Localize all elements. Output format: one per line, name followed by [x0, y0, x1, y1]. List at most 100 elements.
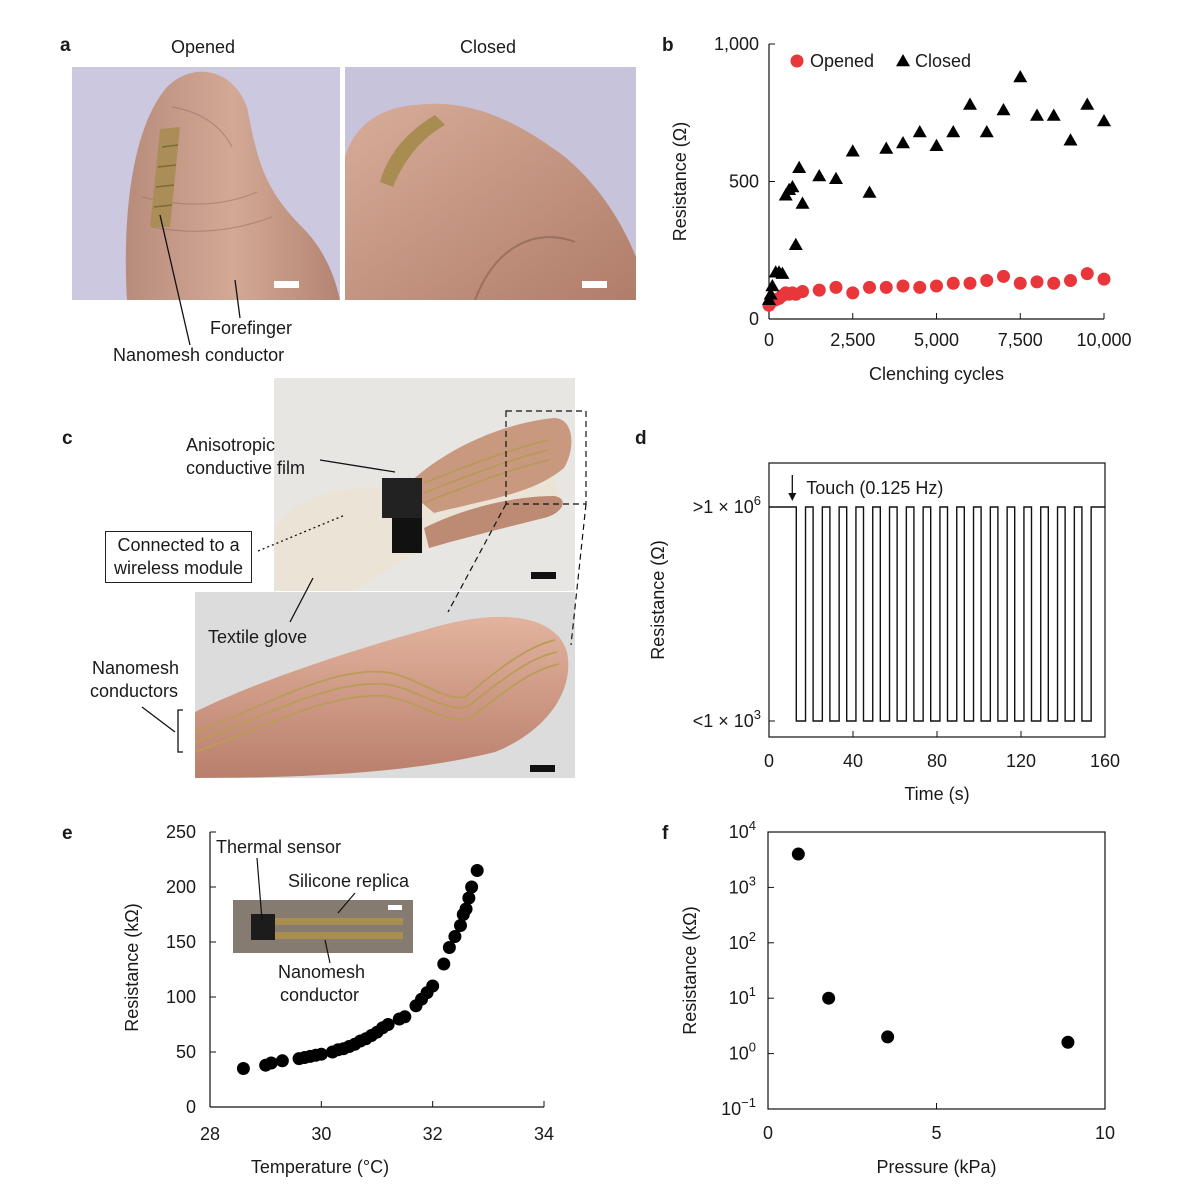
annotation-leader-lines-a	[159, 214, 241, 346]
wireless-box-line1: Connected to a	[117, 535, 240, 555]
chart-f-xtick-label: 5	[931, 1123, 941, 1143]
chart-d-ytick-label-high: >1 × 106	[693, 493, 761, 517]
chart-b-point-opened	[1064, 274, 1077, 287]
forefinger-label: Forefinger	[210, 318, 293, 338]
chart-b-point-opened	[863, 280, 876, 294]
chart-e-point	[470, 864, 484, 877]
chart-f-ytick-label: 104	[729, 818, 756, 842]
chart-b-xtick-label: 0	[764, 330, 774, 350]
chart-b-point-closed	[1097, 114, 1111, 127]
zoom-guides-c	[141, 410, 587, 753]
chart-b-point-closed	[1013, 70, 1028, 83]
chart-e-point	[465, 880, 479, 894]
chart-e-point	[462, 891, 476, 905]
closed-label: Closed	[460, 37, 517, 57]
chart-e-point	[275, 1054, 289, 1068]
nanomesh-conductors-line2: conductors	[90, 681, 179, 701]
chart-b-point-closed	[788, 237, 803, 250]
chart-f-ytick-label: 102	[729, 929, 756, 953]
wireless-box-line2: wireless module	[114, 558, 244, 578]
inset-thermal-sensor-label: Thermal sensor	[216, 837, 342, 857]
panel-letter-c: c	[62, 428, 73, 449]
chart-b-point-closed	[996, 103, 1011, 116]
chart-b-point-opened	[1080, 267, 1094, 281]
chart-f-ytick-label: 101	[729, 984, 756, 1008]
chart-d-xtick-label: 80	[927, 751, 947, 771]
chart-d-ylabel: Resistance (Ω)	[648, 540, 668, 660]
acf-label-line2: conductive film	[186, 458, 306, 478]
inset-thermal-sensor-photo	[233, 900, 413, 953]
chart-b-point-opened	[879, 280, 893, 294]
chart-e-resistance-vs-temperature: 0 50 100 150 200 250 28 30 32 34 Temperature (°C) R…	[122, 822, 554, 1177]
chart-b-point-opened	[997, 269, 1010, 283]
chart-e-point	[398, 1010, 412, 1024]
chart-e-ytick-label: 200	[166, 877, 196, 897]
chart-b-point-closed	[1080, 97, 1095, 110]
scale-bar-closeup	[530, 765, 555, 772]
chart-b-point-opened	[963, 276, 977, 290]
chart-d-xtick-label: 0	[764, 751, 774, 771]
chart-e-xtick-label: 32	[423, 1124, 443, 1144]
chart-b-point-closed	[785, 180, 800, 193]
chart-b-point-opened	[946, 276, 960, 290]
chart-b-point-closed	[1046, 108, 1061, 121]
chart-b-point-closed	[775, 266, 790, 279]
chart-d-xlabel: Time (s)	[904, 784, 969, 804]
chart-b-point-closed	[829, 171, 843, 184]
chart-d-frame	[768, 462, 1106, 738]
chart-b-ytick-label: 500	[729, 172, 759, 192]
chart-e-point	[437, 957, 451, 971]
chart-d-trace	[769, 506, 1105, 722]
chart-b-point-closed	[896, 136, 910, 149]
chart-e-point	[314, 1047, 328, 1061]
scale-bar-opened	[274, 281, 299, 288]
chart-e-point	[264, 1056, 278, 1070]
chart-b-point-closed	[979, 125, 994, 138]
chart-f-point	[822, 991, 836, 1005]
chart-b-xlabel: Clenching cycles	[869, 364, 1004, 384]
scale-bar-glove	[531, 572, 556, 579]
chart-b-point-closed	[912, 125, 927, 138]
chart-d-xtick-label: 40	[843, 751, 863, 771]
chart-b-legend-closed-marker	[896, 54, 910, 67]
chart-f-ylabel: Resistance (kΩ)	[680, 906, 700, 1035]
chart-f-point	[881, 1030, 895, 1044]
chart-b-point-opened	[913, 280, 927, 294]
inset-nanomesh-line1: Nanomesh	[278, 962, 366, 982]
wireless-module-box: Connected to a wireless module	[105, 531, 253, 583]
chart-b-point-closed	[862, 185, 877, 198]
chart-e-ytick-label: 150	[166, 932, 196, 952]
chart-e-point	[236, 1062, 250, 1075]
chart-b-point-closed	[963, 97, 977, 110]
chart-b-point-opened	[930, 279, 943, 293]
chart-b-point-closed	[795, 196, 810, 209]
chart-b-point-closed	[792, 160, 807, 173]
chart-b-point-opened	[980, 274, 994, 287]
chart-b-point-opened	[1013, 276, 1027, 290]
nanomesh-conductors-line1: Nanomesh	[92, 658, 180, 678]
chart-b-legend-opened-label: Opened	[810, 51, 874, 71]
chart-f-ytick-label: 103	[729, 873, 756, 897]
scale-bar-closed	[582, 281, 607, 288]
acf-label-line1: Anisotropic	[186, 435, 276, 455]
chart-e-point	[426, 979, 440, 993]
chart-e-ytick-label: 0	[186, 1097, 196, 1117]
chart-b-ylabel: Resistance (Ω)	[670, 122, 690, 242]
chart-b-point-opened	[896, 279, 910, 293]
inset-silicone-replica-label: Silicone replica	[288, 871, 410, 891]
chart-b-point-closed	[879, 141, 894, 154]
chart-b-point-closed	[812, 169, 827, 182]
panel-letter-f: f	[662, 823, 669, 844]
photo-glove-finger	[274, 378, 575, 591]
chart-e-xtick-label: 28	[200, 1124, 220, 1144]
photo-fingertip-closeup	[195, 592, 575, 778]
nanomesh-conductor-label: Nanomesh conductor	[113, 345, 285, 365]
panel-letter-e: e	[62, 823, 73, 844]
chart-d-xtick-label: 120	[1006, 751, 1036, 771]
photo-closed-finger	[345, 67, 636, 300]
photo-opened-finger	[72, 67, 340, 300]
chart-b-point-opened	[1030, 275, 1044, 289]
chart-e-ytick-label: 50	[176, 1042, 196, 1062]
chart-b-ytick-label: 1,000	[714, 34, 759, 54]
